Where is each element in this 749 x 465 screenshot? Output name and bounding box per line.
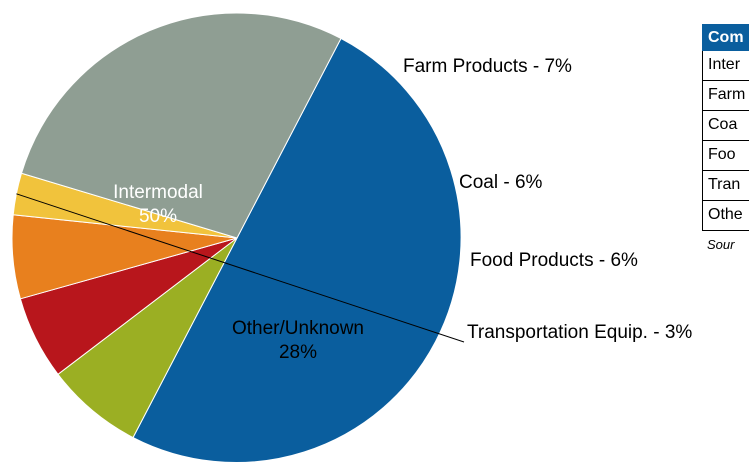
table-row: Farm [702, 81, 749, 111]
slice-label: Farm Products - 7% [403, 56, 572, 77]
pie-slice-other-unknown [20, 12, 342, 239]
slice-label: Food Products - 6% [470, 250, 638, 271]
pie-labels: Intermodal 50% Farm Products - 7% Coal - 6%… [16, 56, 692, 363]
slice-label: Intermodal [113, 182, 203, 203]
commodity-table: Com Inter Farm Coa Foo Tran Othe Sour [702, 24, 749, 252]
table-row: Coa [702, 111, 749, 141]
slice-value-label: 28% [279, 342, 317, 363]
slice-label: Transportation Equip. - 3% [467, 322, 692, 343]
table-row: Inter [702, 51, 749, 81]
pie-slices [11, 12, 462, 463]
table-row: Tran [702, 171, 749, 201]
table-row: Foo [702, 141, 749, 171]
slice-label: Other/Unknown [232, 318, 364, 339]
source-note: Sour [707, 237, 735, 252]
leader-line [16, 193, 465, 343]
slice-value-label: 50% [139, 206, 177, 227]
slice-label: Coal - 6% [459, 172, 543, 193]
pie-slice-intermodal [132, 37, 462, 463]
commodity-table-header: Com [702, 24, 749, 51]
table-row: Othe [702, 201, 749, 231]
